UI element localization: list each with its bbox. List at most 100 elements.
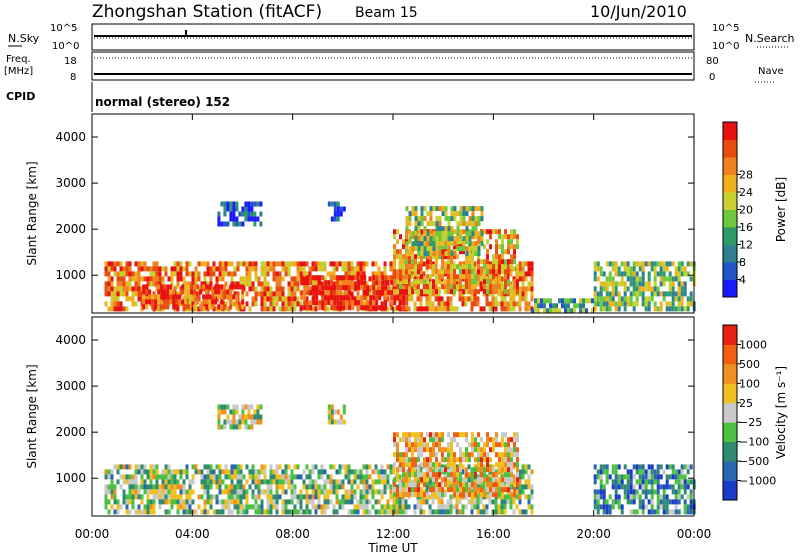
colorbar-tick-label: 12 <box>739 239 753 252</box>
data-cell <box>275 479 279 485</box>
data-cell <box>459 206 463 212</box>
data-cell <box>504 274 507 280</box>
data-cell <box>104 504 108 510</box>
data-cell <box>369 295 373 301</box>
data-cell <box>540 303 543 309</box>
data-cell <box>462 432 465 438</box>
data-cell <box>278 474 282 480</box>
data-cell <box>555 303 558 309</box>
data-cell <box>251 479 255 485</box>
data-cell <box>393 482 396 488</box>
data-cell <box>254 499 258 505</box>
data-cell <box>296 261 300 267</box>
data-cell <box>232 216 236 222</box>
data-cell <box>125 266 129 272</box>
data-cell <box>614 489 618 495</box>
data-cell <box>474 482 477 488</box>
data-cell <box>137 276 141 282</box>
data-cell <box>444 251 448 257</box>
data-cell <box>420 472 423 478</box>
data-cell <box>363 280 367 286</box>
data-cell <box>326 479 330 485</box>
data-cell <box>125 499 129 505</box>
data-cell <box>335 509 339 515</box>
data-cell <box>122 276 126 282</box>
data-cell <box>605 509 609 515</box>
data-cell <box>179 291 183 297</box>
data-cell <box>620 474 624 480</box>
data-cell <box>479 266 483 272</box>
data-cell <box>312 275 316 281</box>
data-cell <box>315 290 319 296</box>
data-cell <box>509 484 513 490</box>
data-cell <box>149 499 153 505</box>
data-cell <box>474 472 477 478</box>
data-cell <box>389 286 393 292</box>
data-cell <box>530 281 534 287</box>
data-cell <box>405 300 409 306</box>
data-cell <box>477 206 481 212</box>
data-cell <box>229 299 233 305</box>
data-cell <box>230 479 234 485</box>
data-cell <box>465 226 469 232</box>
data-cell <box>389 494 393 500</box>
data-cell <box>350 494 354 500</box>
data-cell <box>287 479 291 485</box>
data-cell <box>431 261 435 267</box>
data-cell <box>486 457 489 463</box>
data-cell <box>471 221 475 227</box>
data-cell <box>321 305 325 311</box>
data-cell <box>134 469 138 475</box>
data-cell <box>689 499 693 505</box>
data-cell <box>293 296 297 302</box>
data-cell <box>441 269 444 275</box>
data-cell <box>125 261 129 267</box>
data-cell <box>398 509 402 515</box>
data-cell <box>674 499 678 505</box>
data-cell <box>299 494 303 500</box>
data-cell <box>137 469 141 475</box>
colorbar-tick-label: 500 <box>739 358 760 371</box>
data-cell <box>205 284 209 290</box>
data-cell <box>488 499 492 505</box>
data-cell <box>480 211 484 217</box>
data-cell <box>166 284 170 290</box>
data-cell <box>416 296 420 302</box>
data-cell <box>113 286 117 292</box>
data-cell <box>203 281 207 287</box>
data-cell <box>510 244 513 250</box>
data-cell <box>158 266 162 272</box>
data-cell <box>227 484 231 490</box>
data-cell <box>477 269 480 275</box>
data-cell <box>308 499 312 505</box>
data-cell <box>306 280 310 286</box>
data-cell <box>187 289 191 295</box>
data-cell <box>425 296 429 302</box>
data-cell <box>318 275 322 281</box>
data-cell <box>399 234 402 240</box>
data-cell <box>290 276 294 282</box>
data-cell <box>205 304 209 310</box>
data-cell <box>465 279 468 285</box>
data-cell <box>119 301 123 307</box>
data-cell <box>374 261 378 267</box>
data-cell <box>194 469 198 475</box>
data-cell <box>235 221 239 227</box>
data-cell <box>311 479 315 485</box>
data-cell <box>683 479 687 485</box>
data-cell <box>527 479 531 485</box>
data-cell <box>498 254 501 260</box>
data-cell <box>516 244 519 250</box>
data-cell <box>677 469 681 475</box>
data-cell <box>176 499 180 505</box>
data-cell <box>220 201 224 207</box>
data-cell <box>266 504 270 510</box>
data-cell <box>513 234 516 240</box>
data-cell <box>611 301 615 307</box>
data-cell <box>680 306 684 312</box>
data-cell <box>134 261 138 267</box>
data-cell <box>629 494 633 500</box>
data-cell <box>650 499 654 505</box>
data-cell <box>510 264 513 270</box>
data-cell <box>503 494 507 500</box>
